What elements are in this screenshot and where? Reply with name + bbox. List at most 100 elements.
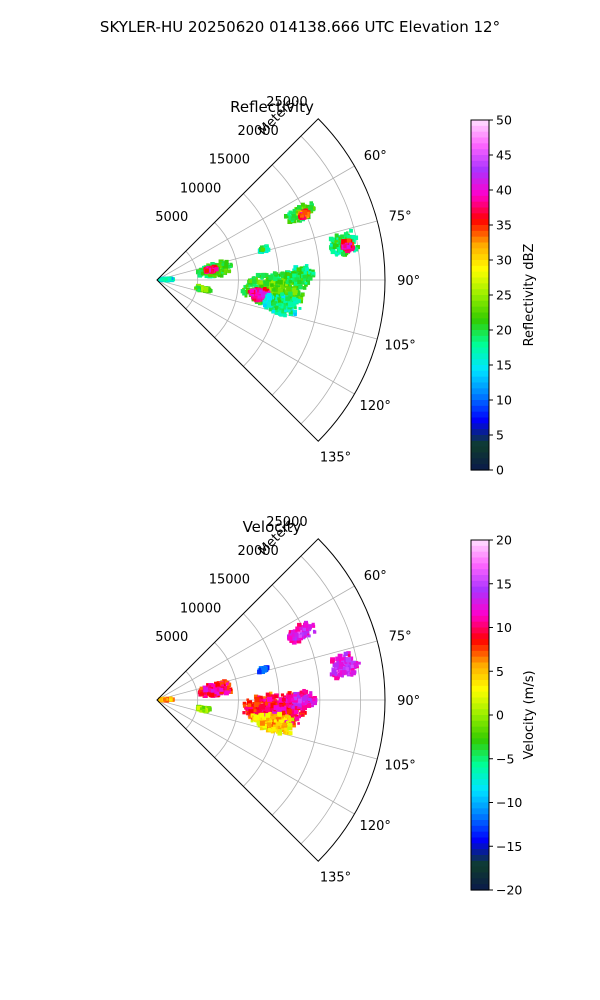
angle-tick-label: 60° <box>364 149 387 164</box>
echo-pixel <box>268 691 273 696</box>
echo-pixel <box>298 212 302 216</box>
echo-pixel <box>278 312 282 316</box>
echo-pixel <box>201 692 204 696</box>
echo-pixel <box>296 205 302 210</box>
echo-pixel <box>278 302 282 306</box>
echo-pixel <box>298 634 302 638</box>
azimuth-line-105 <box>156 279 378 340</box>
figure-title: SKYLER-HU 20250620 014138.666 UTC Elevat… <box>100 18 500 36</box>
echo-pixel <box>330 249 336 255</box>
colorbar-segment <box>471 359 489 366</box>
radial-tick-label: 25000 <box>266 515 307 530</box>
angle-tick-label: 105° <box>384 759 415 774</box>
colorbar-segment <box>471 866 489 874</box>
colorbar-segment <box>471 767 489 774</box>
echo-pixel <box>242 701 247 706</box>
echo-pixel <box>296 267 301 272</box>
echo-pixel <box>351 667 355 670</box>
echo-pixel <box>194 286 198 290</box>
echo-pixel <box>287 717 292 722</box>
angle-tick-label: 90° <box>397 694 420 709</box>
radial-tick-label: 25000 <box>266 95 307 110</box>
echo-pixel <box>294 277 299 282</box>
echo-pixel <box>280 298 284 302</box>
echo-pixel <box>247 290 251 294</box>
echo-pixel <box>344 662 348 665</box>
echo-pixel <box>208 684 213 689</box>
colorbar-segment <box>471 452 489 459</box>
echo-pixel <box>283 716 288 721</box>
echo-pixel <box>302 636 306 640</box>
colorbar-segment <box>471 411 489 419</box>
echo-pixel <box>263 291 268 296</box>
echo-pixel <box>276 721 281 726</box>
echo-pixel <box>255 718 260 723</box>
echo-pixel <box>287 309 291 313</box>
colorbar-segment <box>471 242 489 249</box>
echo-pixel <box>229 262 233 266</box>
echo-pixel <box>266 278 272 284</box>
sector-outline <box>156 118 386 442</box>
echo-pixel <box>349 656 354 661</box>
echo-pixel <box>296 219 300 223</box>
radial-tick-label: 10000 <box>180 181 221 196</box>
echo-pixel <box>267 702 273 708</box>
echo-pixel <box>344 667 349 672</box>
echo-pixel <box>280 271 285 276</box>
echo-pixel <box>257 295 261 299</box>
colorbar-segment <box>471 790 489 798</box>
radial-tick-label: 15000 <box>209 573 250 588</box>
echo-pixel <box>288 731 293 736</box>
echo-pixel <box>312 700 317 706</box>
echo-pixel <box>263 273 269 278</box>
echo-pixel <box>266 286 269 290</box>
echo-pixel <box>291 705 295 709</box>
echo-pixel <box>221 263 225 266</box>
colorbar-segment <box>471 125 489 133</box>
echo-pixel <box>255 288 262 294</box>
echo-pixel <box>211 684 216 690</box>
angle-tick-label: 90° <box>397 274 420 289</box>
echo-pixel <box>295 290 301 296</box>
echo-cell <box>195 704 212 714</box>
echo-pixel <box>287 697 293 703</box>
echo-pixel <box>223 685 228 690</box>
colorbar-segment <box>471 458 489 465</box>
colorbar-segment <box>471 802 489 809</box>
echo-pixel <box>199 686 203 690</box>
echo-pixel <box>302 286 307 290</box>
echo-pixel <box>351 238 354 242</box>
colorbar-segment <box>471 662 489 669</box>
echo-pixel <box>295 210 299 214</box>
colorbar-segment <box>471 744 489 751</box>
echo-pixel <box>293 691 298 696</box>
echo-pixel <box>328 245 334 250</box>
echo-pixel <box>280 292 285 296</box>
echo-pixel <box>266 717 270 721</box>
echo-pixel <box>300 693 304 697</box>
colorbar-segment <box>471 580 489 588</box>
colorbar-segment <box>471 820 489 827</box>
colorbar-segment <box>471 318 489 325</box>
colorbar-segment <box>471 726 489 734</box>
echo-pixel <box>346 651 351 656</box>
colorbar-segment <box>471 213 489 220</box>
colorbar-segment <box>471 260 489 267</box>
echo-pixel <box>334 666 338 670</box>
echo-pixel <box>302 627 307 632</box>
echo-pixel <box>350 664 354 669</box>
echo-pixel <box>287 301 293 307</box>
colorbar-segment <box>471 872 489 879</box>
echo-pixel <box>280 305 284 309</box>
azimuth-line-60 <box>156 165 355 281</box>
echo-pixel <box>306 215 310 219</box>
echo-pixel <box>297 278 302 282</box>
echo-pixel <box>284 727 289 733</box>
echo-pixel <box>311 622 315 626</box>
echo-pixel <box>350 234 356 240</box>
echo-pixel <box>281 710 286 716</box>
echo-pixel <box>275 713 279 717</box>
echo-pixel <box>304 211 310 217</box>
colorbar-segment <box>471 429 489 436</box>
echo-pixel <box>257 298 261 303</box>
